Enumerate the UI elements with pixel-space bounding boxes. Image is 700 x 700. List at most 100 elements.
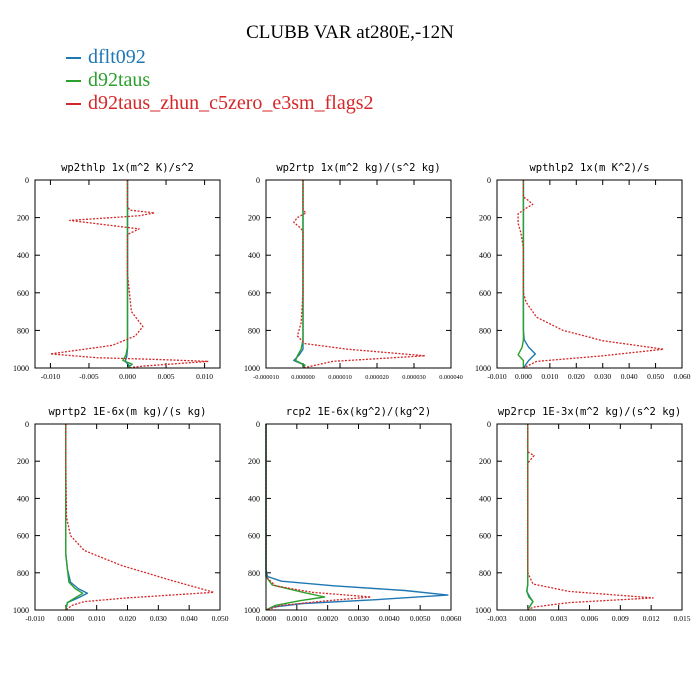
x-tick-label: 0.012 (643, 614, 660, 623)
chart-panel-1: wp2thlp 1x(m^2 K)/s^2 0 200 400 600 800 1000 -0… (13, 162, 221, 381)
x-tick-label: 0.0010 (287, 614, 308, 623)
y-tick-label: 800 (17, 569, 29, 578)
legend: dflt092 d92taus d92taus_zhun_c5zero_e3sm… (66, 46, 373, 115)
y-tick-label: 800 (479, 569, 491, 578)
legend-label: d92taus_zhun_c5zero_e3sm_flags2 (88, 92, 374, 114)
x-tick-label: 0.010 (196, 372, 213, 381)
y-tick-label: 1000 (475, 364, 491, 373)
x-tick-label: 0.030 (594, 372, 611, 381)
x-tick-label: 0.009 (612, 614, 629, 623)
y-tick-label: 600 (17, 532, 29, 541)
y-tick-label: 1000 (13, 364, 29, 373)
chart-panel-6: wp2rcp 1E-3x(m^2 kg)/(s^2 kg) 0 200 400 600 8… (475, 406, 691, 623)
chart-panel-2: wp2rtp 1x(m^2 kg)/(s^2 kg) 0 200 400 600 800 1… (244, 162, 463, 381)
x-tick-label: -0.010 (487, 372, 507, 381)
y-tick-label: 1000 (475, 606, 491, 615)
series-line-d92taus (65, 424, 84, 611)
legend-swatch (66, 79, 81, 82)
y-tick-label: 400 (17, 251, 29, 260)
y-tick-label: 1000 (244, 364, 260, 373)
y-tick-label: 200 (479, 457, 491, 466)
series-line-d92taus_zhun_c5zero_e3sm_flags2 (265, 424, 372, 611)
x-tick-label: 0.000040 (439, 374, 463, 381)
y-tick-label: 200 (17, 214, 29, 223)
legend-item-dflt092: dflt092 (66, 46, 373, 69)
plot-frame (34, 179, 221, 369)
x-tick-label: 0.000030 (402, 374, 426, 381)
x-tick-label: 0.015 (674, 614, 691, 623)
x-tick-label: 0.050 (647, 372, 664, 381)
x-tick-label: 0.030 (150, 614, 167, 623)
x-tick-label: -0.003 (487, 614, 507, 623)
x-tick-label: 0.003 (550, 614, 567, 623)
y-tick-label: 400 (17, 494, 29, 503)
legend-item-d92taus: d92taus (66, 69, 373, 92)
y-tick-label: 800 (17, 326, 29, 335)
x-tick-label: 0.005 (158, 372, 175, 381)
x-tick-label: 0.000000 (291, 374, 315, 381)
x-tick-label: 0.0020 (317, 614, 338, 623)
x-tick-label: 0.0000 (256, 614, 277, 623)
x-tick-label: -0.005 (79, 372, 99, 381)
x-tick-label: 0.050 (212, 614, 229, 623)
chart-panel-4: wprtp2 1E-6x(m kg)/(s kg) 0 200 400 600 800 10… (13, 406, 229, 623)
x-tick-label: -0.010 (41, 372, 61, 381)
y-tick-label: 400 (479, 494, 491, 503)
series-line-d92taus (526, 424, 534, 611)
y-tick-label: 800 (479, 326, 491, 335)
x-tick-label: 0.040 (181, 614, 198, 623)
y-tick-label: 600 (479, 532, 491, 541)
figure-title: CLUBB VAR at280E,-12N (246, 22, 454, 43)
series-line-dflt092 (522, 180, 536, 369)
panel-title: rcp2 1E-6x(kg^2)/(kg^2) (286, 406, 431, 418)
x-tick-label: -0.010 (25, 614, 45, 623)
plot-frame (34, 423, 221, 611)
y-tick-label: 400 (479, 251, 491, 260)
series-line-d92taus (517, 180, 525, 368)
legend-item-d92taus-zhun: d92taus_zhun_c5zero_e3sm_flags2 (66, 92, 373, 115)
series-line-d92taus (122, 180, 133, 369)
panel-title: wprtp2 1E-6x(m kg)/(s kg) (48, 406, 206, 418)
y-tick-label: 400 (248, 251, 260, 260)
y-tick-label: 0 (25, 176, 29, 185)
x-tick-label: 0.000 (57, 614, 74, 623)
legend-swatch (66, 102, 81, 105)
x-tick-label: 0.010 (88, 614, 105, 623)
x-tick-label: -0.000010 (253, 374, 279, 381)
panel-title: wp2rtp 1x(m^2 kg)/(s^2 kg) (276, 162, 440, 174)
chart-panel-3: wpthlp2 1x(m K^2)/s 0 200 400 600 800 1000-0.0… (475, 162, 691, 381)
y-tick-label: 600 (479, 289, 491, 298)
y-tick-label: 200 (248, 214, 260, 223)
series-line-d92taus_zhun_c5zero_e3sm_flags2 (527, 424, 654, 611)
series-line-d92taus_zhun_c5zero_e3sm_flags2 (65, 424, 215, 611)
x-tick-label: 0.0050 (410, 614, 431, 623)
x-tick-label: 0.000020 (365, 374, 389, 381)
y-tick-label: 800 (248, 569, 260, 578)
y-tick-label: 400 (248, 494, 260, 503)
plot-frame (265, 423, 452, 611)
x-tick-label: 0.000 (519, 614, 536, 623)
y-tick-label: 200 (17, 457, 29, 466)
series-line-d92taus_zhun_c5zero_e3sm_flags2 (517, 180, 665, 369)
legend-label: d92taus (88, 69, 151, 91)
y-tick-label: 600 (248, 289, 260, 298)
x-tick-label: 0.060 (674, 372, 691, 381)
x-tick-label: 0.040 (621, 372, 638, 381)
y-tick-label: 0 (256, 176, 260, 185)
series-line-d92taus_zhun_c5zero_e3sm_flags2 (49, 180, 210, 369)
panel-title: wpthlp2 1x(m K^2)/s (529, 162, 649, 174)
x-tick-label: 0.020 (119, 614, 136, 623)
x-tick-label: 0.010 (541, 372, 558, 381)
series-line-dflt092 (265, 424, 449, 611)
x-tick-label: 0.006 (581, 614, 598, 623)
x-tick-label: 0.000 (515, 372, 532, 381)
x-tick-label: 0.000010 (328, 374, 352, 381)
y-tick-label: 800 (248, 326, 260, 335)
legend-label: dflt092 (88, 46, 146, 68)
y-tick-label: 200 (479, 214, 491, 223)
y-tick-label: 1000 (13, 606, 29, 615)
y-tick-label: 600 (248, 532, 260, 541)
y-tick-label: 200 (248, 457, 260, 466)
plot-frame (496, 179, 683, 369)
